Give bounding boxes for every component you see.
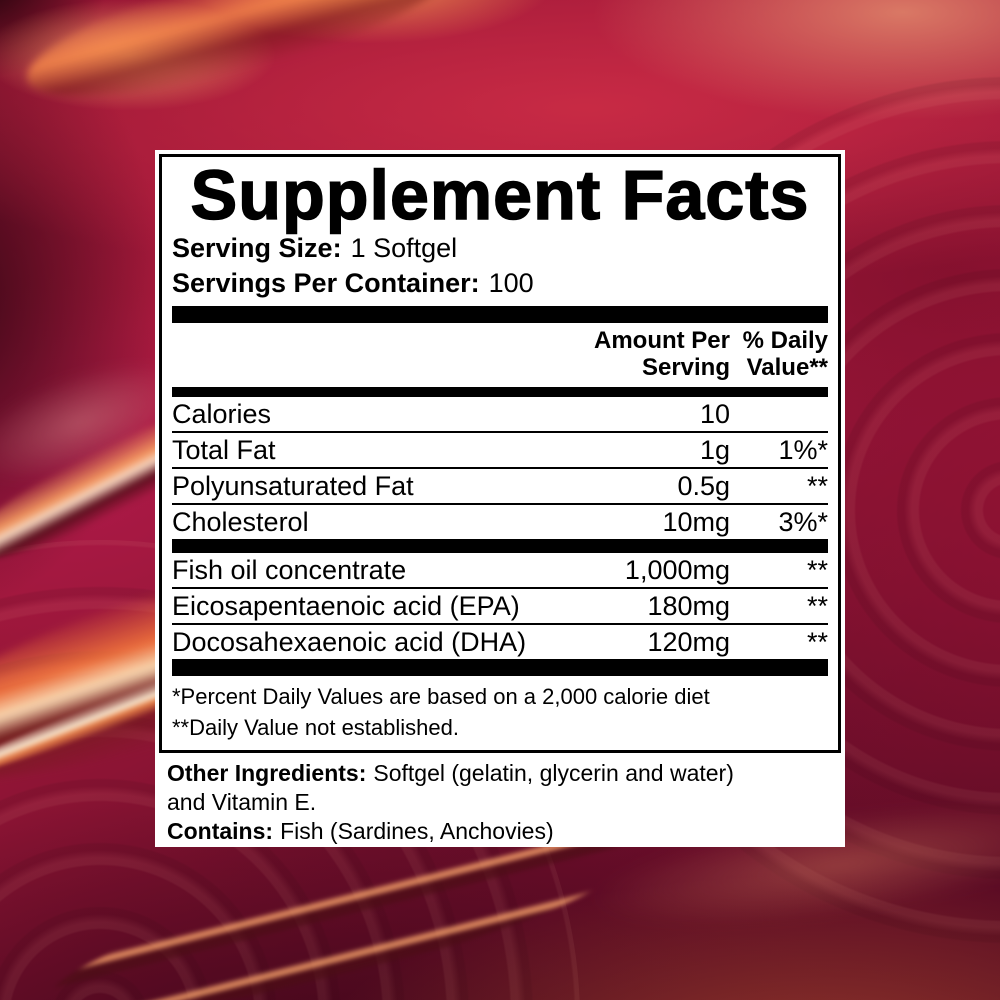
nutrient-dv: ** [806,471,828,501]
contains-text: Fish (Sardines, Anchovies) [280,818,554,844]
nutrient-row: Cholesterol 10mg 3%* [172,505,828,539]
footnote-daily-value-not-established: **Daily Value not established. [172,715,459,740]
nutrient-row: Eicosapentaenoic acid (EPA) 180mg ** [172,589,828,625]
nutrient-amount: 180mg [647,591,730,621]
nutrient-dv: 1%* [778,435,828,465]
nutrient-row: Fish oil concentrate 1,000mg ** [172,553,828,589]
contains-line: Contains: Fish (Sardines, Anchovies) [167,817,833,846]
nutrient-name: Docosahexaenoic acid (DHA) [172,627,527,657]
other-ingredients-line: Other Ingredients: Softgel (gelatin, glyc… [167,759,833,788]
serving-size-label: Serving Size: [172,233,342,263]
nutrient-name: Cholesterol [172,507,309,537]
nutrient-dv: ** [806,591,828,621]
nutrient-name: Eicosapentaenoic acid (EPA) [172,591,520,621]
serving-size-value: 1 Softgel [350,233,458,263]
nutrient-dv: 3%* [778,507,828,537]
separator-bar-medium [172,387,828,397]
amount-header-line1: Amount Per [593,327,730,354]
supplement-facts-label: Supplement Facts Serving Size: 1 Softgel … [155,150,845,847]
nutrient-amount: 1,000mg [624,555,730,585]
nutrient-amount: 0.5g [677,471,730,501]
nutrient-dv: ** [806,555,828,585]
nutrient-name: Calories [172,399,272,429]
nutrient-amount: 10 [699,399,730,429]
dv-header-line2: Value** [746,354,828,381]
nutrient-row: Calories 10 [172,397,828,433]
serving-size-line: Serving Size: 1 Softgel [172,231,828,266]
amount-header-line2: Serving [641,354,730,381]
nutrient-name: Polyunsaturated Fat [172,471,414,501]
other-ingredients-section: Other Ingredients: Softgel (gelatin, glyc… [159,753,841,846]
servings-per-container-value: 100 [488,268,534,298]
nutrient-name: Total Fat [172,435,276,465]
servings-per-container-label: Servings Per Container: [172,268,480,298]
nutrient-amount: 1g [699,435,730,465]
nutrient-dv: ** [806,627,828,657]
nutrient-name: Fish oil concentrate [172,555,407,585]
nutrient-amount: 10mg [662,507,730,537]
servings-per-container-line: Servings Per Container: 100 [172,266,828,301]
other-ingredients-label: Other Ingredients: [167,760,367,786]
table-header: Amount Per Serving % Daily Value** [172,323,828,387]
nutrient-amount: 120mg [647,627,730,657]
contains-label: Contains: [167,818,274,844]
footnote-percent-daily-values: *Percent Daily Values are based on a 2,0… [172,684,710,709]
amount-per-serving-header: Amount Per Serving [594,327,730,381]
other-ingredients-text: Softgel (gelatin, glycerin and water) [373,760,734,786]
facts-box: Supplement Facts Serving Size: 1 Softgel … [159,154,841,753]
separator-bar-thick [172,306,828,323]
dv-header-line1: % Daily [742,327,828,354]
footnotes: *Percent Daily Values are based on a 2,0… [172,676,828,743]
separator-bar-thick [172,659,828,676]
separator-bar-thick [172,539,828,553]
nutrient-row: Docosahexaenoic acid (DHA) 120mg ** [172,625,828,659]
nutrient-row: Total Fat 1g 1%* [172,433,828,469]
other-ingredients-line2: and Vitamin E. [167,789,317,815]
label-title: Supplement Facts [190,156,810,234]
nutrient-row: Polyunsaturated Fat 0.5g ** [172,469,828,505]
daily-value-header: % Daily Value** [730,327,828,381]
